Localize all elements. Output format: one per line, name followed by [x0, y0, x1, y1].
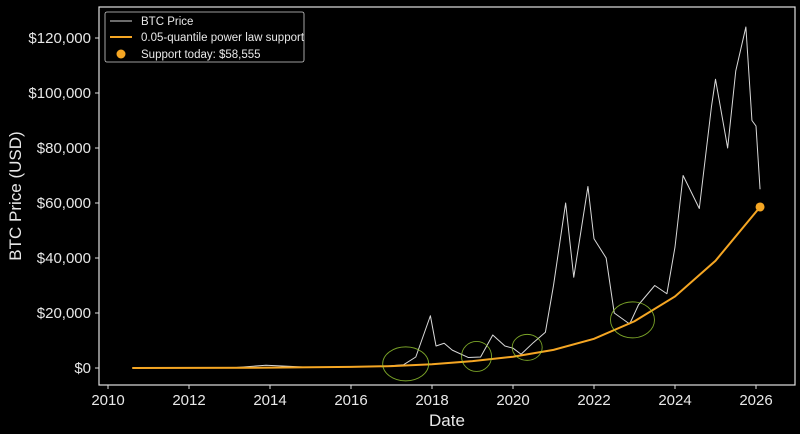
support-today-point	[755, 202, 765, 212]
y-axis-label: BTC Price (USD)	[6, 131, 25, 260]
support-touch-highlight	[461, 341, 492, 372]
y-tick-label: $60,000	[37, 195, 91, 212]
legend-label-today: Support today: $58,555	[141, 49, 261, 61]
y-tick-label: $100,000	[28, 85, 91, 102]
legend-swatch-today	[116, 49, 126, 59]
support-touch-highlight	[382, 346, 430, 382]
x-axis-label: Date	[429, 411, 465, 430]
x-tick-label: 2022	[577, 392, 610, 409]
x-tick-label: 2012	[172, 392, 205, 409]
support-touch-highlight	[511, 333, 543, 361]
btc-price-line	[132, 26, 761, 369]
legend-label-price: BTC Price	[141, 16, 193, 28]
y-tick-label: $80,000	[37, 140, 91, 157]
x-tick-label: 2026	[739, 392, 772, 409]
x-tick-label: 2010	[91, 392, 124, 409]
y-tick-label: $0	[74, 360, 91, 377]
support-touch-highlight	[610, 301, 655, 339]
power-law-support-line	[132, 206, 761, 369]
y-tick-label: $40,000	[37, 250, 91, 267]
x-tick-label: 2018	[415, 392, 448, 409]
legend: BTC Price 0.05-quantile power law suppor…	[104, 11, 305, 63]
x-tick-label: 2014	[253, 392, 286, 409]
legend-label-support: 0.05-quantile power law support	[141, 32, 305, 44]
y-tick-label: $20,000	[37, 305, 91, 322]
x-tick-label: 2020	[496, 392, 529, 409]
x-tick-label: 2016	[334, 392, 367, 409]
legend-box	[104, 11, 305, 63]
plot-frame	[98, 6, 796, 386]
x-tick-label: 2024	[658, 392, 691, 409]
y-tick-label: $120,000	[28, 30, 91, 47]
